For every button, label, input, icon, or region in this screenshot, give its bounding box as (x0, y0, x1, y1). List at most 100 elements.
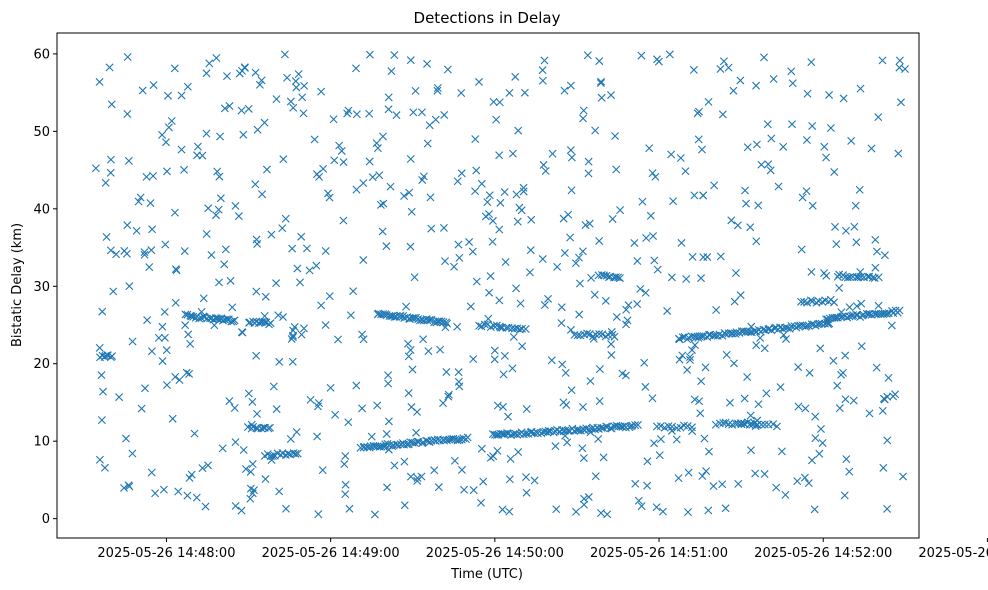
detection-point (489, 97, 498, 106)
detection-point (772, 422, 781, 431)
detection-point (583, 329, 592, 338)
detection-point (513, 217, 522, 226)
detection-point (281, 214, 290, 223)
detection-point (244, 389, 253, 398)
detection-point (471, 187, 480, 196)
detection-point (454, 240, 463, 249)
detection-point (339, 216, 348, 225)
detection-point (246, 467, 255, 476)
detection-point (404, 389, 413, 398)
detection-point (106, 168, 115, 177)
detection-point (688, 252, 697, 261)
detection-point (162, 167, 171, 176)
chart-title: Detections in Delay (414, 9, 561, 27)
detection-point (608, 214, 617, 223)
detection-point (704, 97, 713, 106)
detection-point (490, 346, 499, 355)
detection-point (697, 377, 706, 386)
detection-point (310, 135, 319, 144)
detection-point (845, 303, 854, 312)
detection-point (493, 401, 502, 410)
detection-point (597, 77, 606, 86)
detection-point (220, 104, 229, 113)
detection-point (455, 253, 464, 262)
detection-point (151, 489, 160, 498)
detection-point (213, 167, 222, 176)
detection-point (346, 311, 355, 320)
detection-point (335, 141, 344, 150)
detection-point (519, 187, 528, 196)
detection-point (665, 50, 674, 59)
detection-point (101, 178, 110, 187)
detection-point (387, 67, 396, 76)
detection-point (710, 181, 719, 190)
detection-point (584, 169, 593, 178)
detection-point (143, 316, 152, 325)
y-axis-label: Bistatic Delay (km) (10, 223, 25, 347)
detection-point (325, 193, 334, 202)
detection-point (652, 503, 661, 512)
detection-point (255, 80, 264, 89)
detection-point (779, 142, 788, 151)
detection-point (851, 201, 860, 210)
detection-point (140, 248, 149, 257)
detection-point (522, 405, 531, 414)
detection-point (230, 404, 239, 412)
detection-point (410, 273, 419, 282)
detection-point (803, 89, 812, 98)
detection-point (149, 81, 158, 90)
detection-point (490, 355, 499, 364)
detection-point (787, 321, 796, 330)
detection-point (857, 299, 866, 308)
detection-point (793, 477, 802, 486)
detection-point (486, 272, 495, 281)
detection-point (682, 275, 691, 283)
detection-point (302, 244, 311, 253)
detection-point (664, 422, 673, 431)
detection-point (677, 238, 686, 247)
detection-point (607, 91, 616, 100)
detection-point (247, 420, 256, 429)
detection-point (406, 242, 415, 251)
detection-point (288, 244, 297, 253)
detection-point (585, 219, 594, 228)
detection-point (697, 145, 706, 154)
detection-point (400, 457, 409, 466)
detection-point (225, 102, 234, 111)
detection-point (406, 472, 415, 481)
detection-point (514, 126, 523, 135)
detection-point (805, 368, 814, 377)
detection-point (344, 418, 353, 427)
detection-point (751, 469, 760, 478)
detection-point (576, 426, 585, 435)
detection-point (850, 222, 859, 231)
detection-point (148, 225, 157, 234)
y-tick-label: 50 (33, 125, 50, 140)
detection-point (171, 372, 180, 381)
detection-point (506, 454, 515, 463)
detection-point (832, 240, 841, 249)
detection-point (772, 483, 781, 492)
detection-point (441, 257, 450, 266)
detection-point (158, 130, 167, 139)
detection-point (293, 264, 302, 273)
detection-point (147, 347, 156, 356)
detection-point (292, 83, 301, 92)
detection-point (727, 216, 736, 225)
detection-point (675, 355, 684, 364)
detection-point (237, 328, 246, 337)
detection-point (676, 154, 685, 163)
detection-point (424, 347, 433, 356)
detection-point (631, 479, 640, 488)
detection-point (149, 171, 158, 180)
detection-point (489, 452, 498, 461)
detection-point (879, 463, 888, 472)
detection-point (747, 322, 756, 331)
detection-point (500, 188, 509, 196)
detection-point (562, 400, 571, 409)
detection-point (807, 58, 816, 67)
detection-point (567, 153, 576, 162)
detection-point (553, 262, 562, 271)
detection-point (865, 409, 874, 418)
detection-point (811, 434, 820, 443)
